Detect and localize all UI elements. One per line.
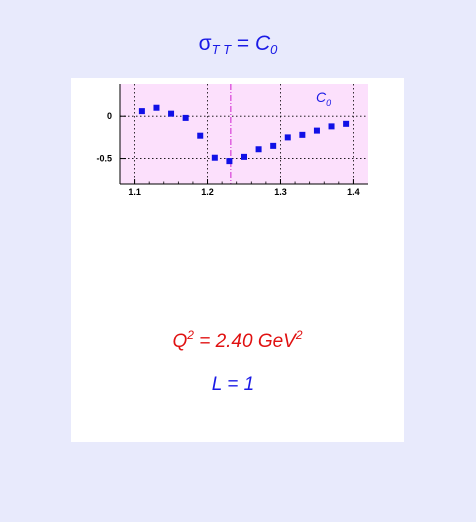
data-point xyxy=(313,127,320,134)
sigma-symbol: σ xyxy=(198,32,212,55)
data-point xyxy=(284,134,291,141)
data-point xyxy=(211,154,218,161)
data-point xyxy=(138,108,145,115)
data-point xyxy=(270,142,277,149)
y-tick-label: -0.5 xyxy=(96,154,112,164)
data-point xyxy=(328,123,335,130)
data-point xyxy=(197,132,204,139)
chart-panel: 1.1 1.2 1.3 1.4 0 -0.5 C0 Q2 = 2.40 GeV2 L = … xyxy=(71,78,404,442)
x-tick-label: 1.1 xyxy=(128,187,141,197)
chart-svg: 1.1 1.2 1.3 1.40-0.5 C0 xyxy=(96,84,368,197)
c-symbol: C xyxy=(255,32,271,55)
x-tick-label: 1.3 xyxy=(274,187,287,197)
data-point xyxy=(182,114,189,121)
data-point xyxy=(255,146,262,153)
x-tick-label: 1.4 xyxy=(347,187,360,197)
q2-exponent: 2 xyxy=(187,328,194,342)
legend-label: C0 xyxy=(316,89,331,108)
data-point xyxy=(153,104,160,111)
q2-unit-exponent: 2 xyxy=(295,328,303,342)
data-point xyxy=(299,131,306,138)
data-point xyxy=(343,120,350,127)
l-label: L = 1 xyxy=(211,374,255,395)
legend-c: C xyxy=(316,89,327,105)
q2-value: = 2.40 GeV xyxy=(193,331,296,352)
q2-prefix: Q xyxy=(172,331,188,352)
data-point xyxy=(168,110,175,117)
data-point xyxy=(226,158,233,165)
data-point xyxy=(241,153,247,160)
y-tick-label: 0 xyxy=(107,111,112,121)
plot-area xyxy=(120,84,368,184)
sigma-subscript: T T xyxy=(211,42,232,57)
q2-label: Q2 = 2.40 GeV2 xyxy=(71,328,404,353)
page-title: σT T = C0 xyxy=(0,32,476,57)
c-subscript: 0 xyxy=(270,42,278,57)
equals-sign: = xyxy=(231,32,255,55)
x-tick-label: 1.2 xyxy=(201,187,214,197)
legend-sub: 0 xyxy=(326,98,331,108)
